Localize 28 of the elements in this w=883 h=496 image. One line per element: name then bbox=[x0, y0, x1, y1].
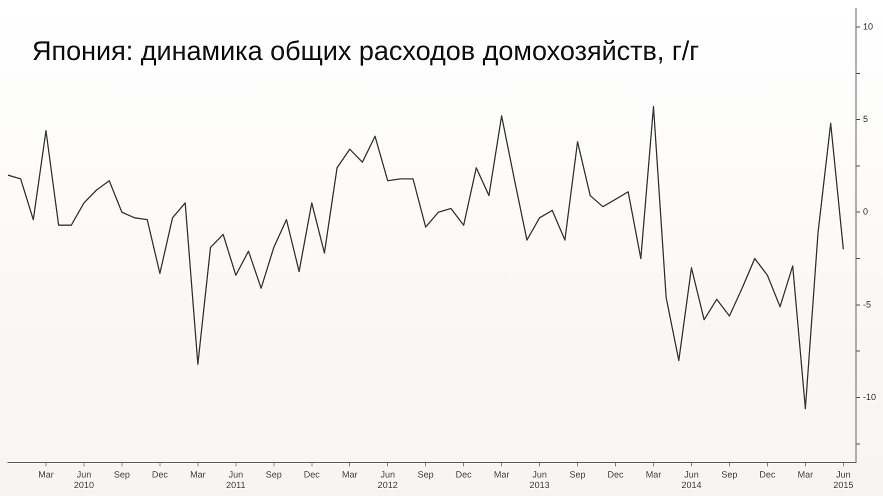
x-tick-label: Sep bbox=[721, 469, 738, 480]
y-tick-label: 10 bbox=[862, 21, 874, 32]
x-tick-label: Dec bbox=[152, 469, 168, 480]
x-tick-label: Dec bbox=[304, 469, 320, 480]
x-tick-label: Jun 2013 bbox=[530, 469, 550, 490]
text: Япония: динамика общих расходов домохозяйств, г/г bbox=[32, 36, 700, 67]
x-tick-label: Mar bbox=[342, 469, 358, 480]
y-tick-label: -10 bbox=[862, 392, 876, 402]
x-tick-label: Jun 2012 bbox=[378, 469, 398, 490]
x-tick-label: Sep bbox=[570, 469, 586, 480]
x-tick-label: Mar bbox=[494, 469, 510, 480]
y-tick-label: -5 bbox=[862, 299, 872, 310]
x-tick-label: Sep bbox=[266, 469, 282, 480]
x-tick-label: Dec bbox=[608, 469, 624, 480]
y-tick-label: 5 bbox=[862, 114, 868, 124]
x-tick-label: Dec bbox=[456, 469, 472, 480]
x-tick-label: Sep bbox=[114, 469, 130, 480]
y-tick-label: 0 bbox=[862, 206, 868, 217]
x-tick-label: Jun 2015 bbox=[833, 469, 854, 490]
x-tick-label: Mar bbox=[798, 469, 814, 480]
x-tick-label: Mar bbox=[190, 469, 206, 480]
x-tick-label: Jun 2014 bbox=[681, 469, 702, 490]
x-tick-label: Mar bbox=[38, 469, 54, 480]
x-tick-label: Dec bbox=[759, 469, 776, 480]
x-tick-label: Sep bbox=[418, 469, 434, 480]
x-tick-label: Jun 2010 bbox=[74, 469, 94, 490]
x-tick-label: Jun 2011 bbox=[226, 469, 246, 490]
x-tick-label: Mar bbox=[646, 469, 662, 480]
